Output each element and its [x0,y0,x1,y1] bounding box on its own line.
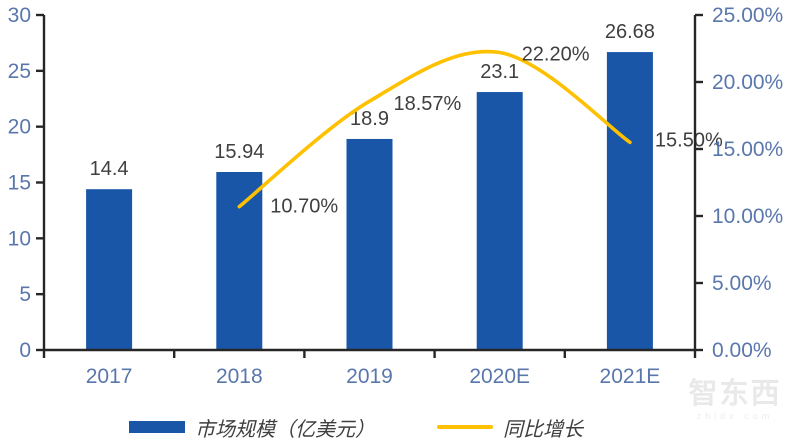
watermark-logo-text: 智东西 [688,378,782,410]
bar-2020E [476,92,523,351]
category-label-2021E: 2021E [600,365,661,388]
bar-2018 [216,172,263,350]
left-tick-label-15: 15 [8,172,31,195]
legend-item-market-size: 市场规模（亿美元） [129,413,375,442]
left-tick-label-25: 25 [8,60,31,83]
watermark-zhidongxi: 智东西 zhidx.com [680,378,790,421]
bar-series-swatch-icon [129,421,185,433]
line-label-2020E: 22.20% [522,44,590,66]
bar-2021E [606,52,653,350]
left-tick-label-0: 0 [19,339,31,362]
category-label-2020E: 2020E [469,365,530,388]
left-tick-label-20: 20 [8,116,31,139]
right-tick-label-25.00%: 25.00% [712,4,783,27]
category-label-2017: 2017 [86,365,133,388]
line-label-2018: 10.70% [270,196,338,218]
bar-label-2019: 18.9 [350,108,389,130]
right-tick-label-20.00%: 20.00% [712,71,783,94]
legend-label-market-size: 市场规模（亿美元） [195,418,375,441]
category-label-2019: 2019 [346,365,393,388]
yoy-growth-line [237,49,632,209]
legend-item-yoy-growth: 同比增长 [437,413,583,442]
category-label-2018: 2018 [216,365,263,388]
bar-label-2017: 14.4 [90,158,129,180]
bar-label-2018: 15.94 [214,141,264,163]
legend-label-yoy-growth: 同比增长 [503,418,583,441]
line-series-swatch-icon [437,425,493,429]
left-tick-label-10: 10 [8,227,31,250]
watermark-domain-text: zhidx.com [696,411,774,421]
right-tick-label-10.00%: 10.00% [712,205,783,228]
right-tick-label-15.00%: 15.00% [712,138,783,161]
right-tick-label-0.00%: 0.00% [712,339,772,362]
bar-2017 [86,189,133,350]
bar-label-2020E: 23.1 [480,61,519,83]
left-tick-label-30: 30 [8,4,31,27]
bar-2019 [346,138,393,350]
chart-legend: 市场规模（亿美元） 同比增长 [0,413,712,442]
line-label-2019: 18.57% [394,93,462,115]
right-tick-label-5.00%: 5.00% [712,272,772,295]
left-tick-label-5: 5 [19,283,31,306]
bar-label-2021E: 26.68 [605,21,655,43]
line-label-2021E: 15.50% [655,129,723,151]
